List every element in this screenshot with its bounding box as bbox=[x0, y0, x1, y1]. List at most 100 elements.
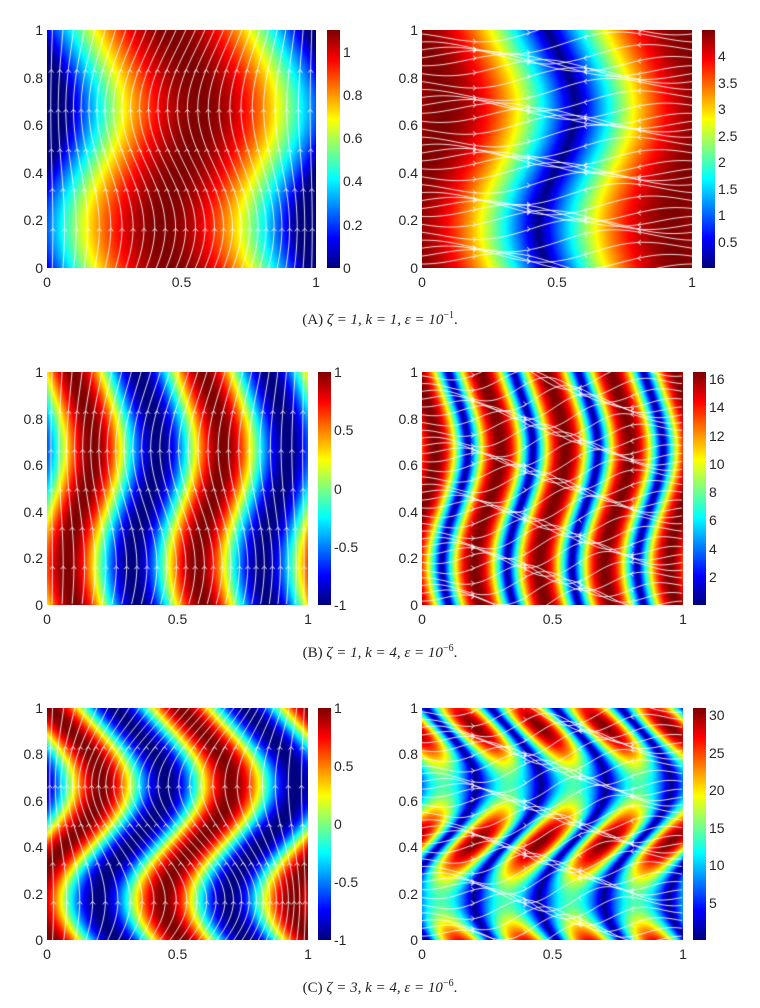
y-tick-label: 1 bbox=[410, 700, 418, 716]
y-tick-label: 0.8 bbox=[23, 69, 43, 86]
y-tick-label: 0.2 bbox=[398, 212, 418, 229]
colorbar-tick-label: 0.8 bbox=[343, 86, 363, 103]
x-tick-label: 0.5 bbox=[542, 946, 563, 962]
colorbar-tick-label: 5 bbox=[709, 894, 717, 911]
y-tick-label: 0 bbox=[35, 932, 43, 948]
y-tick-label: 0 bbox=[35, 260, 43, 276]
y-tick-label: 0.8 bbox=[398, 69, 418, 86]
colorbar-tick-label: 0.5 bbox=[718, 233, 738, 250]
y-tick-label: 0.4 bbox=[398, 164, 418, 181]
x-tick-label: 0.5 bbox=[542, 611, 563, 627]
y-tick-label: 0.4 bbox=[23, 164, 43, 181]
colorbar-tick-label: 20 bbox=[709, 782, 725, 799]
x-tick-label: 0 bbox=[43, 611, 51, 627]
colorbar-tick-label: 30 bbox=[709, 707, 725, 724]
y-tick-label: 0 bbox=[410, 932, 418, 948]
caption-exponent: −6 bbox=[442, 978, 454, 989]
caption-label: (C) bbox=[302, 980, 327, 996]
caption-c: (C) ζ = 3, k = 4, ε = 10−6. bbox=[0, 978, 760, 997]
y-tick-label: 0.8 bbox=[23, 410, 43, 427]
colorbar-tick-label: 0 bbox=[343, 260, 351, 276]
heatmap-canvas bbox=[422, 30, 692, 268]
colorbar-tick-label: 12 bbox=[709, 427, 725, 444]
x-tick-label: 1 bbox=[679, 611, 687, 627]
colorbar-tick-label: -1 bbox=[334, 597, 347, 613]
colorbar-gradient bbox=[702, 30, 715, 268]
colorbar-tick-label: -1 bbox=[334, 932, 347, 948]
y-tick-label: 0.2 bbox=[23, 885, 43, 902]
colorbar-a-right bbox=[702, 30, 715, 268]
colorbar-tick-label: 1 bbox=[718, 207, 726, 224]
colorbar-tick-label: -0.5 bbox=[334, 874, 359, 890]
heatmap-canvas bbox=[422, 708, 683, 940]
colorbar-tick-label: 16 bbox=[709, 371, 725, 388]
x-tick-label: 0 bbox=[418, 946, 426, 962]
y-tick-label: 0.6 bbox=[398, 792, 418, 809]
caption-tail: . bbox=[453, 312, 458, 328]
caption-exponent: −6 bbox=[442, 643, 454, 654]
scalar-heatmap-a bbox=[47, 30, 316, 268]
colorbar-tick-label: 0 bbox=[334, 480, 342, 497]
colorbar-tick-label: 0.2 bbox=[343, 216, 363, 233]
scalar-heatmap-c bbox=[47, 708, 308, 940]
colorbar-b-right bbox=[693, 372, 706, 605]
caption-params: ζ = 1, k = 4, ε = 10 bbox=[326, 645, 443, 661]
colorbar-tick-label: 0.6 bbox=[343, 130, 363, 147]
x-tick-label: 0 bbox=[418, 611, 426, 627]
caption-params: ζ = 1, k = 1, ε = 10 bbox=[326, 312, 444, 328]
colorbar-tick-label: 0.4 bbox=[343, 173, 363, 190]
x-tick-label: 1 bbox=[688, 274, 696, 290]
y-tick-label: 0 bbox=[410, 260, 418, 276]
colorbar-tick-label: 15 bbox=[709, 819, 725, 836]
scalar-heatmap-b bbox=[47, 372, 308, 605]
x-tick-label: 0 bbox=[43, 274, 51, 290]
y-tick-label: 0.2 bbox=[23, 550, 43, 567]
colorbar-tick-label: 4 bbox=[718, 48, 726, 65]
colorbar-gradient bbox=[693, 372, 706, 605]
caption-b: (B) ζ = 1, k = 4, ε = 10−6. bbox=[0, 643, 760, 662]
gradient-heatmap-b bbox=[422, 372, 683, 605]
x-tick-label: 1 bbox=[304, 611, 312, 627]
x-tick-label: 1 bbox=[679, 946, 687, 962]
colorbar-tick-label: 0 bbox=[334, 816, 342, 832]
colorbar-gradient bbox=[318, 708, 331, 940]
colorbar-c-left bbox=[318, 708, 331, 940]
colorbar-tick-label: 2 bbox=[718, 154, 726, 171]
gradient-heatmap-c bbox=[422, 708, 683, 940]
x-tick-label: 1 bbox=[312, 274, 320, 290]
colorbar-tick-label: 3.5 bbox=[718, 74, 738, 91]
y-tick-label: 1 bbox=[410, 364, 418, 380]
y-tick-label: 0 bbox=[35, 597, 43, 613]
colorbar-gradient bbox=[327, 30, 340, 268]
caption-params: ζ = 3, k = 4, ε = 10 bbox=[326, 980, 443, 996]
heatmap-canvas bbox=[47, 372, 308, 605]
gradient-heatmap-a bbox=[422, 30, 692, 268]
colorbar-tick-label: 4 bbox=[709, 540, 717, 557]
caption-label: (A) bbox=[302, 312, 327, 328]
colorbar-tick-label: 2.5 bbox=[718, 127, 738, 144]
y-tick-label: 0.6 bbox=[398, 117, 418, 134]
caption-a: (A) ζ = 1, k = 1, ε = 10−1. bbox=[0, 310, 760, 329]
caption-label: (B) bbox=[302, 645, 327, 661]
colorbar-tick-label: 1 bbox=[343, 43, 351, 60]
x-tick-label: 0.5 bbox=[167, 946, 188, 962]
y-tick-label: 0.2 bbox=[398, 885, 418, 902]
colorbar-tick-label: 10 bbox=[709, 857, 725, 874]
colorbar-tick-label: 3 bbox=[718, 101, 726, 118]
x-tick-label: 0.5 bbox=[547, 274, 567, 290]
heatmap-canvas bbox=[47, 30, 316, 268]
y-tick-label: 0.8 bbox=[23, 746, 43, 763]
colorbar-gradient bbox=[693, 708, 706, 940]
colorbar-a-left bbox=[327, 30, 340, 268]
caption-tail: . bbox=[453, 980, 458, 996]
x-tick-label: 0 bbox=[43, 946, 51, 962]
caption-tail: . bbox=[453, 645, 458, 661]
x-tick-label: 0 bbox=[418, 274, 426, 290]
colorbar-tick-label: 6 bbox=[709, 512, 717, 529]
x-tick-label: 0.5 bbox=[171, 274, 192, 290]
caption-exponent: −1 bbox=[443, 310, 454, 321]
colorbar-tick-label: 1.5 bbox=[718, 180, 738, 197]
colorbar-gradient bbox=[318, 372, 331, 605]
y-tick-label: 0.8 bbox=[398, 746, 418, 763]
y-tick-label: 0 bbox=[410, 597, 418, 613]
